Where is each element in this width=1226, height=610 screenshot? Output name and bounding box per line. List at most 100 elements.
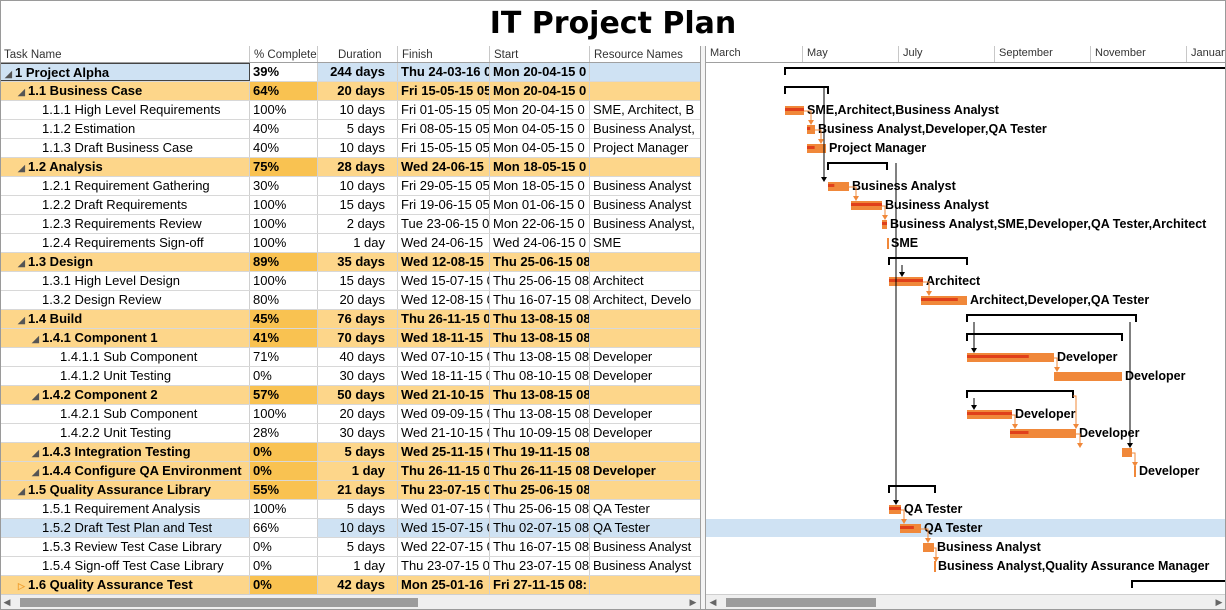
col-header-resource-names[interactable]: Resource Names — [594, 49, 683, 61]
resource-names-cell[interactable] — [590, 386, 700, 404]
table-row[interactable]: 1.5.4 Sign-off Test Case Library 0% 1 day T… — [0, 557, 700, 576]
start-cell[interactable]: Thu 16-07-15 08 — [490, 291, 590, 309]
percent-complete-cell[interactable]: 0% — [250, 462, 318, 480]
finish-cell[interactable]: Fri 15-05-15 05 — [398, 82, 490, 100]
duration-cell[interactable]: 1 day — [318, 462, 398, 480]
col-header-finish[interactable]: Finish — [398, 46, 490, 62]
resource-names-cell[interactable]: QA Tester — [593, 520, 650, 535]
resource-names-cell[interactable]: Architect, Develo — [593, 292, 692, 307]
percent-complete-cell[interactable]: 57% — [250, 386, 318, 404]
duration-cell[interactable]: 10 days — [318, 519, 398, 537]
finish-cell[interactable]: Wed 18-11-15 — [398, 329, 490, 347]
percent-complete-cell[interactable]: 100% — [250, 215, 318, 233]
start-cell[interactable]: Thu 13-08-15 08 — [490, 348, 590, 366]
summary-bracket[interactable] — [966, 333, 1123, 341]
percent-complete-cell[interactable]: 0% — [250, 576, 318, 594]
task-bar[interactable] — [1122, 448, 1132, 457]
task-name-cell[interactable]: ◢ 1.3 Design — [0, 253, 250, 271]
table-row[interactable]: ◢ 1.5 Quality Assurance Library 55% 21 days… — [0, 481, 700, 500]
percent-complete-cell[interactable]: 80% — [250, 291, 318, 309]
finish-cell[interactable]: Fri 08-05-15 05 — [398, 120, 490, 138]
start-cell[interactable]: Mon 01-06-15 0 — [490, 196, 590, 214]
summary-bracket[interactable] — [784, 86, 829, 94]
percent-complete-cell[interactable]: 71% — [250, 348, 318, 366]
grid-horizontal-scrollbar[interactable]: ◀ ▶ — [0, 594, 700, 610]
task-bar[interactable] — [1010, 429, 1076, 438]
resource-names-cell[interactable]: Business Analyst, — [593, 121, 695, 136]
finish-cell[interactable]: Wed 25-11-15 0 — [398, 443, 490, 461]
start-cell[interactable]: Thu 02-07-15 08 — [490, 519, 590, 537]
table-row[interactable]: 1.1.2 Estimation 40% 5 days Fri 08-05-15 05… — [0, 120, 700, 139]
resource-names-cell[interactable]: Project Manager — [593, 140, 689, 155]
percent-complete-cell[interactable]: 0% — [250, 367, 318, 385]
table-row[interactable]: 1.5.2 Draft Test Plan and Test 66% 10 days… — [0, 519, 700, 538]
resource-names-cell[interactable]: Architect — [593, 273, 644, 288]
gantt-horizontal-scrollbar[interactable]: ◀ ▶ — [706, 594, 1226, 610]
finish-cell[interactable]: Tue 23-06-15 0 — [398, 215, 490, 233]
finish-cell[interactable]: Wed 22-07-15 0 — [398, 538, 490, 556]
task-name-cell[interactable]: ◢ 1.4.4 Configure QA Environment — [0, 462, 250, 480]
task-bar[interactable] — [828, 182, 849, 191]
finish-cell[interactable]: Wed 12-08-15 0 — [398, 291, 490, 309]
task-name-cell[interactable]: ◢ 1.1 Business Case — [0, 82, 250, 100]
percent-complete-cell[interactable]: 39% — [250, 63, 318, 81]
finish-cell[interactable]: Wed 21-10-15 0 — [398, 424, 490, 442]
gantt-scroll-right-icon[interactable]: ▶ — [1215, 597, 1223, 607]
table-row[interactable]: ◢ 1.4.3 Integration Testing 0% 5 days Wed 25… — [0, 443, 700, 462]
collapse-triangle-icon[interactable]: ◢ — [32, 467, 39, 477]
percent-complete-cell[interactable]: 0% — [250, 538, 318, 556]
duration-cell[interactable]: 76 days — [318, 310, 398, 328]
summary-bracket[interactable] — [784, 67, 1226, 75]
grid-scroll-thumb[interactable] — [20, 598, 418, 607]
table-row[interactable]: ◢ 1.4.1 Component 1 41% 70 days Wed 18-11-15… — [0, 329, 700, 348]
percent-complete-cell[interactable]: 28% — [250, 424, 318, 442]
duration-cell[interactable]: 10 days — [318, 139, 398, 157]
resource-names-cell[interactable]: Business Analyst — [593, 539, 692, 554]
finish-cell[interactable]: Wed 15-07-15 0 — [398, 272, 490, 290]
resource-names-cell[interactable]: SME, Architect, B — [593, 102, 695, 117]
finish-cell[interactable]: Fri 19-06-15 05 — [398, 196, 490, 214]
table-row[interactable]: 1.3.1 High Level Design 100% 15 days Wed 15… — [0, 272, 700, 291]
start-cell[interactable]: Thu 25-06-15 08 — [490, 272, 590, 290]
expand-triangle-icon[interactable]: ▷ — [18, 581, 25, 591]
task-name-cell[interactable]: 1.1.3 Draft Business Case — [0, 139, 250, 157]
table-row[interactable]: 1.5.3 Review Test Case Library 0% 5 days We… — [0, 538, 700, 557]
start-cell[interactable]: Mon 20-04-15 0 — [490, 63, 590, 81]
start-cell[interactable]: Thu 16-07-15 08 — [490, 538, 590, 556]
resource-names-cell[interactable]: QA Tester — [593, 501, 650, 516]
finish-cell[interactable]: Thu 26-11-15 0 — [398, 462, 490, 480]
start-cell[interactable]: Thu 26-11-15 08 — [490, 462, 590, 480]
collapse-triangle-icon[interactable]: ◢ — [32, 448, 39, 458]
duration-cell[interactable]: 20 days — [318, 291, 398, 309]
task-name-cell[interactable]: ◢ 1.5 Quality Assurance Library — [0, 481, 250, 499]
task-name-cell[interactable]: 1.1.2 Estimation — [0, 120, 250, 138]
collapse-triangle-icon[interactable]: ◢ — [18, 486, 25, 496]
col-header-task-name[interactable]: Task Name — [0, 46, 250, 62]
duration-cell[interactable]: 10 days — [318, 101, 398, 119]
finish-cell[interactable]: Wed 01-07-15 0 — [398, 500, 490, 518]
resource-names-cell[interactable]: Business Analyst — [593, 558, 692, 573]
task-name-cell[interactable]: ◢ 1.4.1 Component 1 — [0, 329, 250, 347]
percent-complete-cell[interactable]: 30% — [250, 177, 318, 195]
duration-cell[interactable]: 30 days — [318, 424, 398, 442]
resource-names-cell[interactable]: Developer — [593, 349, 653, 364]
table-row[interactable]: ◢ 1.4 Build 45% 76 days Thu 26-11-15 0 Thu 13… — [0, 310, 700, 329]
percent-complete-cell[interactable]: 100% — [250, 101, 318, 119]
finish-cell[interactable]: Wed 09-09-15 0 — [398, 405, 490, 423]
resource-names-cell[interactable] — [590, 481, 700, 499]
percent-complete-cell[interactable]: 40% — [250, 139, 318, 157]
duration-cell[interactable]: 15 days — [318, 272, 398, 290]
start-cell[interactable]: Mon 04-05-15 0 — [490, 120, 590, 138]
collapse-triangle-icon[interactable]: ◢ — [18, 315, 25, 325]
table-row[interactable]: 1.2.4 Requirements Sign-off 100% 1 day Wed … — [0, 234, 700, 253]
start-cell[interactable]: Thu 23-07-15 08 — [490, 557, 590, 575]
gantt-scroll-left-icon[interactable]: ◀ — [709, 597, 717, 607]
finish-cell[interactable]: Wed 12-08-15 — [398, 253, 490, 271]
finish-cell[interactable]: Mon 25-01-16 — [398, 576, 490, 594]
resource-names-cell[interactable] — [590, 310, 700, 328]
task-name-cell[interactable]: ◢ 1.2 Analysis — [0, 158, 250, 176]
table-row[interactable]: 1.4.2.1 Sub Component 100% 20 days Wed 09-0… — [0, 405, 700, 424]
duration-cell[interactable]: 15 days — [318, 196, 398, 214]
table-row[interactable]: 1.1.3 Draft Business Case 40% 10 days Fri 1… — [0, 139, 700, 158]
finish-cell[interactable]: Wed 24-06-15 — [398, 158, 490, 176]
